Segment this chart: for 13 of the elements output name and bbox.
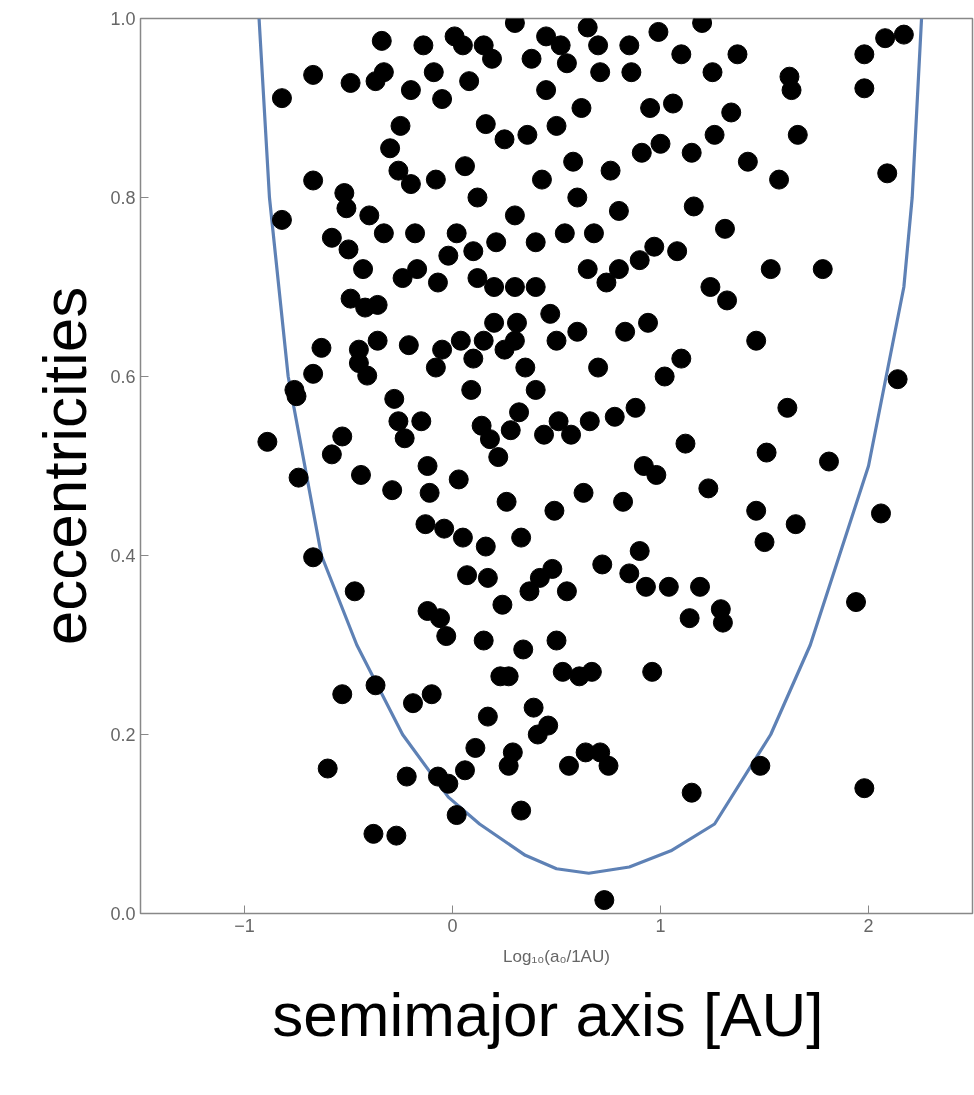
- y-tick-label: 0.2: [110, 725, 136, 745]
- x-axis-title: semimajor axis [AU]: [272, 979, 824, 1049]
- y-tick-label: 0.6: [110, 367, 136, 387]
- x-tick-label: 1: [655, 915, 666, 936]
- y-tick-label: 0.0: [110, 904, 136, 924]
- x-tick-label: −1: [234, 915, 255, 936]
- y-axis-title: eccentricities: [30, 286, 100, 646]
- text: Log₁₀(a₀/1AU): [503, 946, 610, 966]
- y-tick-label: 0.8: [110, 188, 136, 208]
- y-tick-label: 1.0: [110, 9, 136, 29]
- x-tick-label: 0: [447, 915, 458, 936]
- x-tick-label: 2: [863, 915, 874, 936]
- y-tick-label: 0.4: [110, 546, 136, 566]
